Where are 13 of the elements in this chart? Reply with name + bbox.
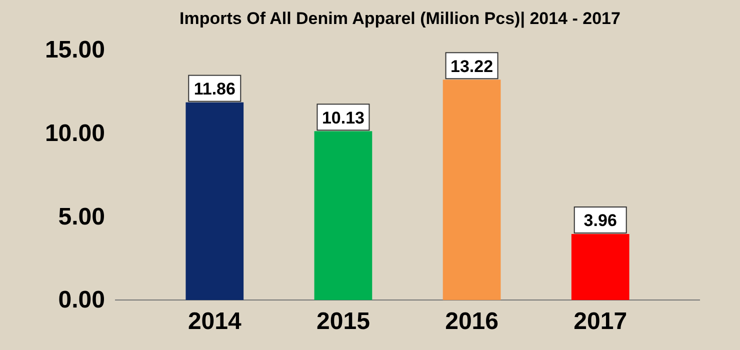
x-tick-label: 2016: [445, 308, 498, 336]
chart-title: Imports Of All Denim Apparel (Million Pcs)| 2014 - 2017: [180, 9, 620, 28]
data-label: 3.96: [584, 211, 617, 230]
y-tick-label: 5.00: [58, 203, 105, 230]
y-tick-label: 10.00: [44, 120, 105, 148]
data-label: 10.13: [322, 108, 364, 128]
y-tick-label: 15.00: [44, 36, 105, 64]
x-tick-label: 2017: [574, 308, 628, 336]
data-label: 11.86: [194, 79, 236, 98]
y-tick-label: 0.00: [58, 286, 105, 314]
data-label: 13.22: [450, 56, 494, 76]
x-tick-label: 2014: [188, 308, 242, 336]
x-tick-label: 2015: [316, 308, 370, 336]
